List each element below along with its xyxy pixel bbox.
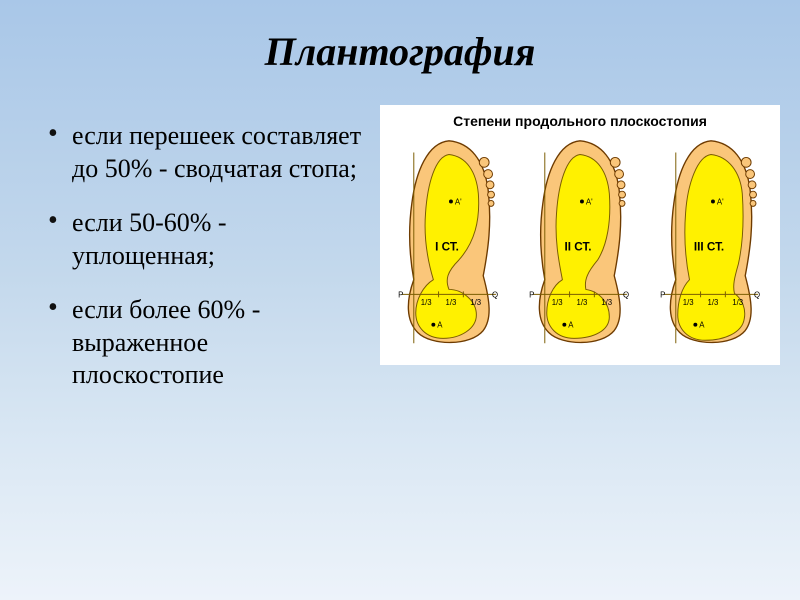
svg-text:1/3: 1/3 bbox=[601, 298, 612, 307]
svg-text:1/3: 1/3 bbox=[421, 298, 432, 307]
diagram-title: Степени продольного плоскостопия bbox=[386, 113, 774, 129]
svg-text:1/3: 1/3 bbox=[577, 298, 588, 307]
svg-text:A': A' bbox=[586, 197, 593, 206]
svg-text:1/3: 1/3 bbox=[707, 298, 718, 307]
svg-text:A: A bbox=[438, 321, 444, 330]
svg-text:III СТ.: III СТ. bbox=[694, 240, 724, 253]
svg-text:1/3: 1/3 bbox=[471, 298, 482, 307]
svg-text:I СТ.: I СТ. bbox=[435, 240, 459, 253]
bullet-list: если перешеек составляет до 50% - сводча… bbox=[20, 105, 380, 414]
diagram-panel: Степени продольного плоскостопия 1/31/31… bbox=[380, 105, 780, 365]
foot-2: 1/3 1/3 1/3 P Q A A' II СТ. bbox=[520, 133, 640, 353]
svg-text:II СТ.: II СТ. bbox=[565, 240, 592, 253]
svg-text:A': A' bbox=[455, 197, 462, 206]
svg-text:1/3: 1/3 bbox=[446, 298, 457, 307]
foot-1: 1/3 1/3 1/3 P Q A A' I СТ. bbox=[389, 133, 509, 353]
svg-text:Q: Q bbox=[623, 290, 629, 299]
content-row: если перешеек составляет до 50% - сводча… bbox=[0, 75, 800, 414]
svg-text:A': A' bbox=[717, 197, 724, 206]
bullet-item: если более 60% - выраженное плоскостопие bbox=[44, 294, 362, 392]
feet-row: 1/31/31/3PQAA'I СТ.1/31/31/3PQAA'II СТ.1… bbox=[386, 133, 774, 353]
svg-text:1/3: 1/3 bbox=[552, 298, 563, 307]
svg-text:P: P bbox=[660, 290, 665, 299]
svg-text:1/3: 1/3 bbox=[732, 298, 743, 307]
svg-text:A: A bbox=[568, 321, 574, 330]
svg-text:A: A bbox=[699, 321, 705, 330]
svg-text:P: P bbox=[398, 290, 403, 299]
svg-text:Q: Q bbox=[754, 290, 760, 299]
foot-3: 1/3 1/3 1/3 P Q A A' III СТ. bbox=[651, 133, 771, 353]
bullet-item: если 50-60% - уплощенная; bbox=[44, 207, 362, 272]
svg-text:Q: Q bbox=[492, 290, 498, 299]
slide-title: Плантография bbox=[0, 0, 800, 75]
bullet-item: если перешеек составляет до 50% - сводча… bbox=[44, 120, 362, 185]
svg-text:P: P bbox=[529, 290, 534, 299]
svg-text:1/3: 1/3 bbox=[682, 298, 693, 307]
